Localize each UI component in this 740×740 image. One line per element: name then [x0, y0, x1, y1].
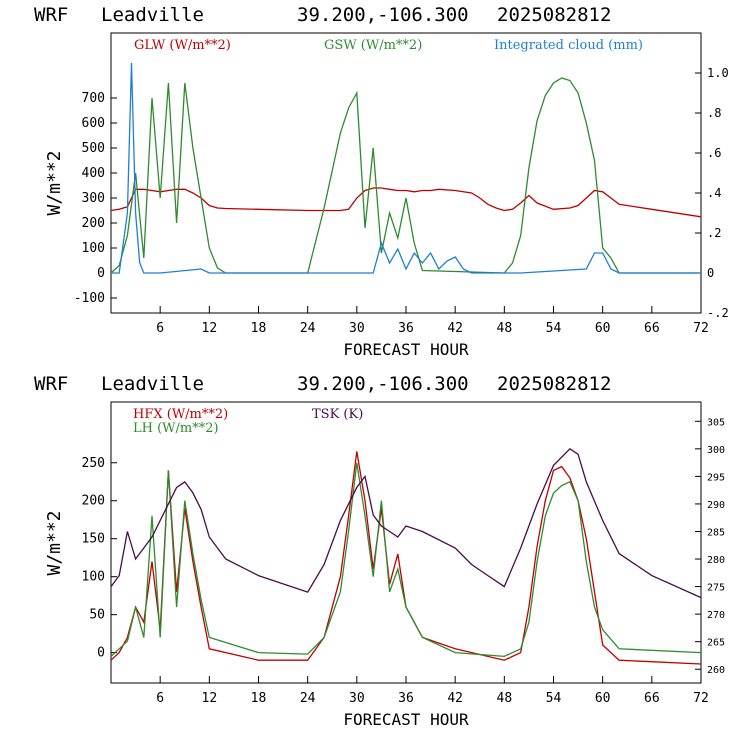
x-tick-label: 42: [447, 321, 463, 336]
left-tick-label: 50: [89, 608, 105, 623]
x-axis-ticks: 6 12 18 24 30 36 42 48 54 60 66 72: [156, 676, 709, 706]
right-axis-ticks: -.2 0 .2 .4 .6 .8 1.0: [695, 66, 729, 320]
plot-frame: [110, 32, 702, 314]
x-tick-label: 6: [156, 691, 164, 706]
x-axis-ticks: 6 12 18 24 30 36 42 48 54 60 66 72: [156, 306, 709, 336]
x-tick-label: 66: [644, 321, 660, 336]
header-coords: 39.200,-106.300: [297, 4, 469, 26]
left-tick-label: 0: [97, 646, 105, 661]
x-axis-label: FORECAST HOUR: [343, 340, 469, 359]
right-tick-label: .6: [707, 146, 721, 160]
legend-tsk: TSK (K): [312, 407, 363, 422]
legend-cloud: Integrated cloud (mm): [494, 38, 643, 53]
right-tick-label: 285: [707, 527, 725, 538]
x-tick-label: 60: [595, 321, 611, 336]
x-tick-label: 54: [546, 321, 562, 336]
right-tick-label: 275: [707, 583, 725, 594]
left-tick-label: 300: [82, 191, 105, 206]
legend-lh: LH (W/m**2): [133, 421, 219, 436]
left-tick-label: -100: [74, 291, 105, 306]
left-tick-label: 0: [97, 266, 105, 281]
right-tick-label: .4: [707, 186, 721, 200]
right-tick-label: 0: [707, 266, 714, 280]
right-tick-label: .2: [707, 226, 721, 240]
x-tick-label: 12: [202, 691, 218, 706]
right-tick-label: 290: [707, 500, 725, 511]
x-tick-label: 6: [156, 321, 164, 336]
right-tick-label: 300: [707, 445, 725, 456]
x-tick-label: 36: [398, 691, 414, 706]
left-tick-label: 100: [82, 570, 105, 585]
left-tick-label: 150: [82, 532, 105, 547]
x-tick-label: 48: [497, 321, 513, 336]
right-tick-label: 295: [707, 472, 725, 483]
x-tick-label: 48: [497, 691, 513, 706]
left-tick-label: 200: [82, 494, 105, 509]
x-tick-label: 12: [202, 321, 218, 336]
left-axis-ticks: 0 50 100 150 200 250: [82, 456, 117, 661]
right-tick-label: 1.0: [707, 66, 729, 80]
x-tick-label: 30: [349, 691, 365, 706]
x-axis-label: FORECAST HOUR: [343, 710, 469, 729]
series-lh-line: [110, 462, 702, 658]
x-tick-label: 66: [644, 691, 660, 706]
right-tick-label: -.2: [707, 306, 729, 320]
right-tick-label: 260: [707, 665, 725, 676]
right-tick-label: .8: [707, 106, 721, 120]
series-tsk-line: [110, 447, 702, 599]
x-tick-label: 30: [349, 321, 365, 336]
header-model: WRF: [34, 373, 68, 395]
x-tick-label: 72: [693, 321, 709, 336]
header-init: 2025082812: [497, 373, 611, 395]
series-group: [110, 62, 702, 274]
x-tick-label: 36: [398, 321, 414, 336]
header-coords: 39.200,-106.300: [297, 373, 469, 395]
left-tick-label: 200: [82, 216, 105, 231]
left-tick-label: 100: [82, 241, 105, 256]
header-location: Leadville: [101, 373, 204, 395]
header-model: WRF: [34, 4, 68, 26]
x-tick-label: 42: [447, 691, 463, 706]
series-gsw-line: [110, 77, 701, 274]
legend-hfx: HFX (W/m**2): [133, 407, 228, 422]
left-tick-label: 600: [82, 116, 105, 131]
x-tick-label: 54: [546, 691, 562, 706]
series-hfx-line: [110, 451, 702, 665]
y-axis-label: W/m**2: [44, 510, 65, 575]
x-tick-label: 24: [300, 691, 316, 706]
panel-radiation: WRF Leadville 39.200,-106.300 2025082812…: [34, 4, 729, 359]
header-init: 2025082812: [497, 4, 611, 26]
left-tick-label: 400: [82, 166, 105, 181]
left-tick-label: 500: [82, 141, 105, 156]
series-group: [110, 447, 702, 665]
legend-glw: GLW (W/m**2): [134, 38, 231, 53]
right-axis-ticks: 260 265 270 275 280 285 290 295 300 305: [695, 417, 725, 676]
y-axis-label: W/m**2: [44, 150, 65, 215]
x-tick-label: 18: [251, 691, 267, 706]
panel-fluxes: WRF Leadville 39.200,-106.300 2025082812…: [34, 373, 725, 729]
left-tick-label: 250: [82, 456, 105, 471]
x-tick-label: 60: [595, 691, 611, 706]
right-tick-label: 265: [707, 638, 725, 649]
series-glw-line: [110, 187, 702, 218]
x-tick-label: 24: [300, 321, 316, 336]
header-location: Leadville: [101, 4, 204, 26]
right-tick-label: 270: [707, 610, 725, 621]
x-tick-label: 18: [251, 321, 267, 336]
right-tick-label: 280: [707, 555, 725, 566]
left-tick-label: 700: [82, 91, 105, 106]
legend-gsw: GSW (W/m**2): [324, 38, 422, 53]
x-tick-label: 72: [693, 691, 709, 706]
right-tick-label: 305: [707, 417, 725, 428]
left-axis-ticks: -100 0 100 200 300 400 500 600 700: [74, 91, 117, 306]
series-integrated-line: [111, 62, 701, 274]
